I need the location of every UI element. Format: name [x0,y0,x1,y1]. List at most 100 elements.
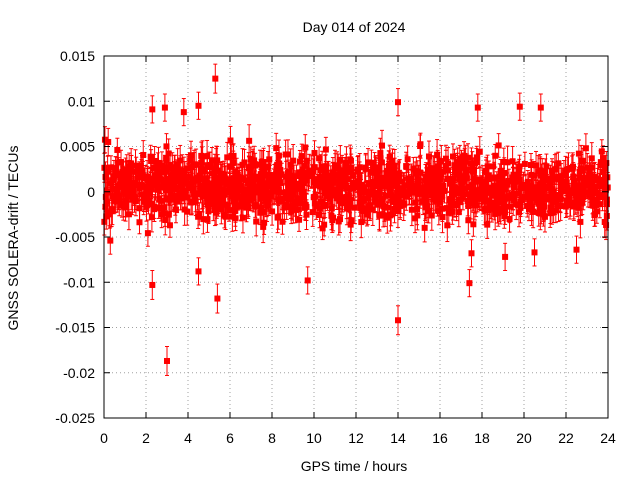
data-point [451,171,458,204]
data-point [319,150,326,183]
data-point [200,176,207,208]
data-point [395,305,401,336]
data-point [148,202,155,233]
data-point [493,176,500,208]
data-point [337,205,344,234]
data-point [343,191,350,226]
data-point [129,184,136,216]
data-point [555,151,562,175]
data-point [302,188,309,221]
data-point [458,149,465,177]
data-point [128,148,135,179]
data-point [400,187,407,222]
data-point [468,239,475,268]
data-point [386,178,393,202]
x-tick-label: 6 [226,430,234,446]
data-point [106,198,113,227]
data-point [304,266,311,295]
data-point [332,153,339,184]
data-point [381,191,388,222]
data-point [195,91,202,120]
data-point [140,182,147,213]
data-point [227,125,234,156]
data-point [132,149,139,183]
data-point [165,201,172,228]
data-point [282,139,289,170]
data-point [465,143,472,173]
data-point [498,170,505,204]
data-point [488,193,495,223]
data-point [181,193,188,226]
data-point [230,143,237,169]
data-point [403,151,410,181]
data-point [327,178,334,209]
data-point [233,172,240,205]
data-point [505,168,512,195]
x-tick-label: 2 [142,430,150,446]
x-tick-label: 22 [558,430,574,446]
data-point [260,210,267,244]
data-point [246,167,253,193]
data-point [149,95,156,124]
data-point [212,63,219,94]
y-tick-label: -0.015 [55,320,95,336]
data-point [148,175,155,203]
data-point [137,152,144,179]
data-point [394,179,401,209]
y-tick-label: -0.02 [63,365,95,381]
data-point [524,181,531,214]
data-point [430,184,437,211]
y-tick-label: -0.025 [55,410,95,426]
data-point [362,152,369,183]
data-point [417,134,424,158]
data-point [273,153,280,180]
data-point [555,178,562,212]
data-point [573,235,580,264]
data-point [355,173,362,201]
data-point [258,150,265,176]
data-point [220,190,227,219]
data-point [214,283,221,314]
data-point [466,183,473,209]
data-point [445,147,452,180]
data-point [358,172,365,197]
data-point [428,200,435,231]
data-point [439,195,446,222]
x-tick-label: 0 [100,430,108,446]
chart-title: Day 014 of 2024 [303,19,406,35]
y-tick-label: -0.01 [63,274,95,290]
data-point [406,176,413,205]
data-point [154,165,161,192]
data-point [363,202,370,227]
data-point [276,154,283,187]
data-point [340,160,347,184]
x-tick-label: 10 [306,430,322,446]
x-tick-label: 18 [474,430,490,446]
data-point [516,197,523,228]
axis-ticks [103,55,609,419]
data-point [434,139,441,171]
data-point [321,212,328,237]
data-point [322,154,329,180]
data-point [161,199,168,227]
data-point [373,156,380,189]
data-point [549,158,556,184]
data-point [115,149,122,177]
data-point [165,165,172,192]
data-point [531,238,538,267]
data-point [503,183,510,213]
data-point [342,162,349,196]
data-point [470,211,477,237]
data-point [213,145,220,176]
data-point [592,201,599,227]
data-point [214,181,221,207]
data-point [443,191,450,225]
data-point [496,195,503,223]
data-point [335,178,342,210]
data-point [149,269,156,300]
x-tick-label: 24 [600,430,616,446]
x-tick-label: 20 [516,430,532,446]
data-point [594,167,601,194]
data-point [336,175,343,201]
